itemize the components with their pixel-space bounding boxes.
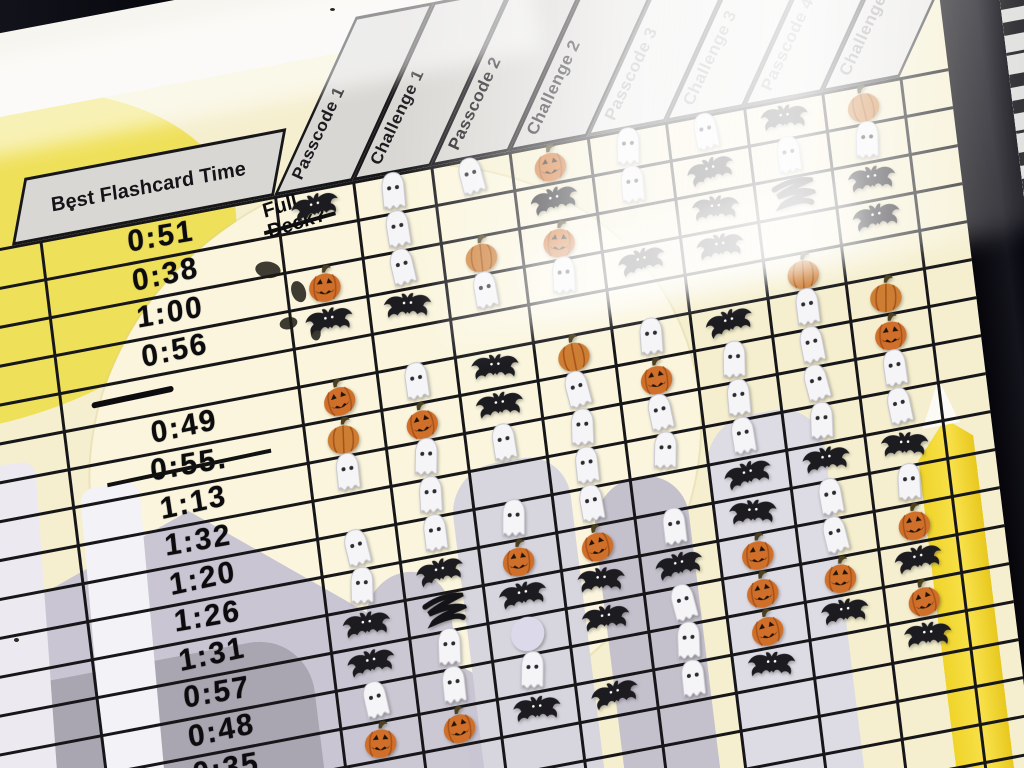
sticker-ghost xyxy=(614,162,651,211)
sticker-bat xyxy=(746,647,798,684)
sticker-bat xyxy=(879,427,931,464)
sticker-bat xyxy=(902,616,954,655)
sticker-bat xyxy=(511,690,564,730)
sticker-pumpkin xyxy=(820,553,860,597)
sticker-ghost xyxy=(484,418,524,469)
sticker-pumpkin xyxy=(497,535,539,581)
sticker-ghost xyxy=(329,449,367,499)
sticker-pumpkin2 xyxy=(866,272,906,315)
sticker-ghost xyxy=(546,253,582,301)
piano-black-key xyxy=(1009,70,1024,89)
sticker-ghost xyxy=(648,429,682,475)
sticker-bat xyxy=(382,288,433,326)
dust-speck xyxy=(14,638,19,642)
sticker-ghost xyxy=(674,655,712,705)
sticker-bat xyxy=(758,98,812,139)
dash-mark xyxy=(91,385,174,409)
dust-speck xyxy=(330,8,335,11)
sticker-pumpkin xyxy=(361,718,401,761)
piano-black-key xyxy=(1012,96,1024,115)
piano-black-key xyxy=(1018,148,1024,167)
sticker-pumpkin xyxy=(304,261,346,306)
dust-speck xyxy=(70,207,74,211)
sticker-bat xyxy=(575,562,627,601)
sticker-ghost xyxy=(515,649,549,695)
sticker-bat xyxy=(689,190,741,229)
sticker-ghost xyxy=(850,118,884,165)
piano-white-key xyxy=(997,0,1024,11)
sticker-ghost xyxy=(345,564,379,611)
sticker-ghost xyxy=(804,399,839,447)
sticker-bat xyxy=(727,495,778,533)
sticker-bat xyxy=(469,349,521,388)
